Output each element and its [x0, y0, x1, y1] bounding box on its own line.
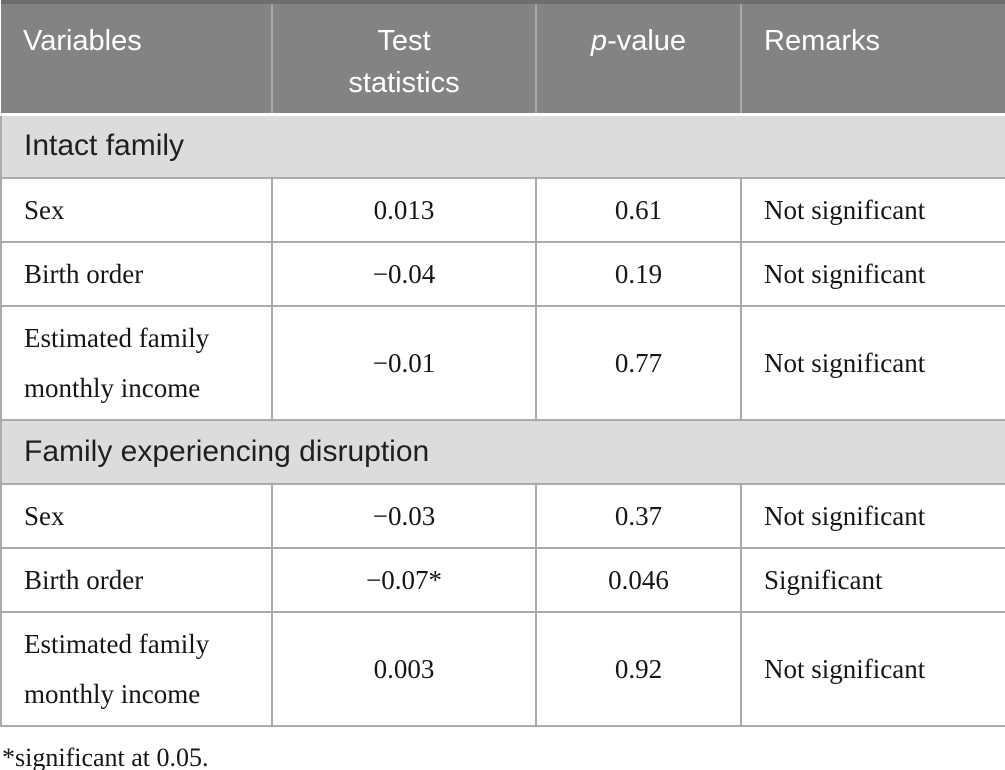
- table-row: Estimated family monthly income −0.01 0.77…: [0, 305, 1005, 421]
- cell-remark: Not significant: [740, 483, 1005, 549]
- cell-p: 0.37: [535, 483, 742, 549]
- cell-remark: Not significant: [740, 611, 1005, 727]
- cell-p: 0.046: [535, 547, 742, 613]
- cell-p: 0.77: [535, 305, 742, 421]
- table-row: Birth order −0.07* 0.046 Significant: [0, 547, 1005, 613]
- cell-variable: Birth order: [0, 241, 273, 307]
- table-footnote: *significant at 0.05.: [2, 743, 209, 770]
- cell-remark: Not significant: [740, 305, 1005, 421]
- cell-remark: Not significant: [740, 177, 1005, 243]
- column-header-remarks: Remarks: [740, 0, 1005, 116]
- p-italic-letter: p: [590, 25, 608, 57]
- cell-variable: Estimated family monthly income: [0, 305, 273, 421]
- cell-test: 0.013: [271, 177, 537, 243]
- cell-variable: Sex: [0, 483, 273, 549]
- cell-test: −0.07*: [271, 547, 537, 613]
- cell-test: −0.04: [271, 241, 537, 307]
- section-title: Family experiencing disruption: [0, 419, 1005, 485]
- cell-p: 0.92: [535, 611, 742, 727]
- cell-variable: Sex: [0, 177, 273, 243]
- table-header: Variables Test statistics p-value Remarks: [1, 0, 1005, 116]
- column-header-p-value: p-value: [535, 0, 741, 116]
- cell-remark: Not significant: [740, 241, 1005, 307]
- cell-test: −0.03: [271, 483, 537, 549]
- column-header-test-statistics: Test statistics: [271, 0, 536, 116]
- column-header-label: -value: [607, 25, 687, 57]
- section-row: Intact family: [0, 113, 1005, 179]
- column-header-variables: Variables: [1, 0, 272, 116]
- cell-variable: Estimated family monthly income: [0, 611, 273, 727]
- cell-variable: Birth order: [0, 547, 273, 613]
- table-header-row: Variables Test statistics p-value Remarks: [1, 0, 1005, 116]
- table-row: Sex −0.03 0.37 Not significant: [0, 483, 1005, 549]
- stats-table: Variables Test statistics p-value Remarks I…: [0, 0, 1005, 727]
- table-row: Sex 0.013 0.61 Not significant: [0, 177, 1005, 243]
- table-row: Birth order −0.04 0.19 Not significant: [0, 241, 1005, 307]
- cell-test: 0.003: [271, 611, 537, 727]
- cell-p: 0.61: [535, 177, 742, 243]
- cell-p: 0.19: [535, 241, 742, 307]
- table-row: Estimated family monthly income 0.003 0.92…: [0, 611, 1005, 727]
- section-row: Family experiencing disruption: [0, 419, 1005, 485]
- table-body: Intact family Sex 0.013 0.61 Not significant…: [0, 113, 1005, 727]
- cell-remark: Significant: [740, 547, 1005, 613]
- cell-test: −0.01: [271, 305, 537, 421]
- section-title: Intact family: [0, 113, 1005, 179]
